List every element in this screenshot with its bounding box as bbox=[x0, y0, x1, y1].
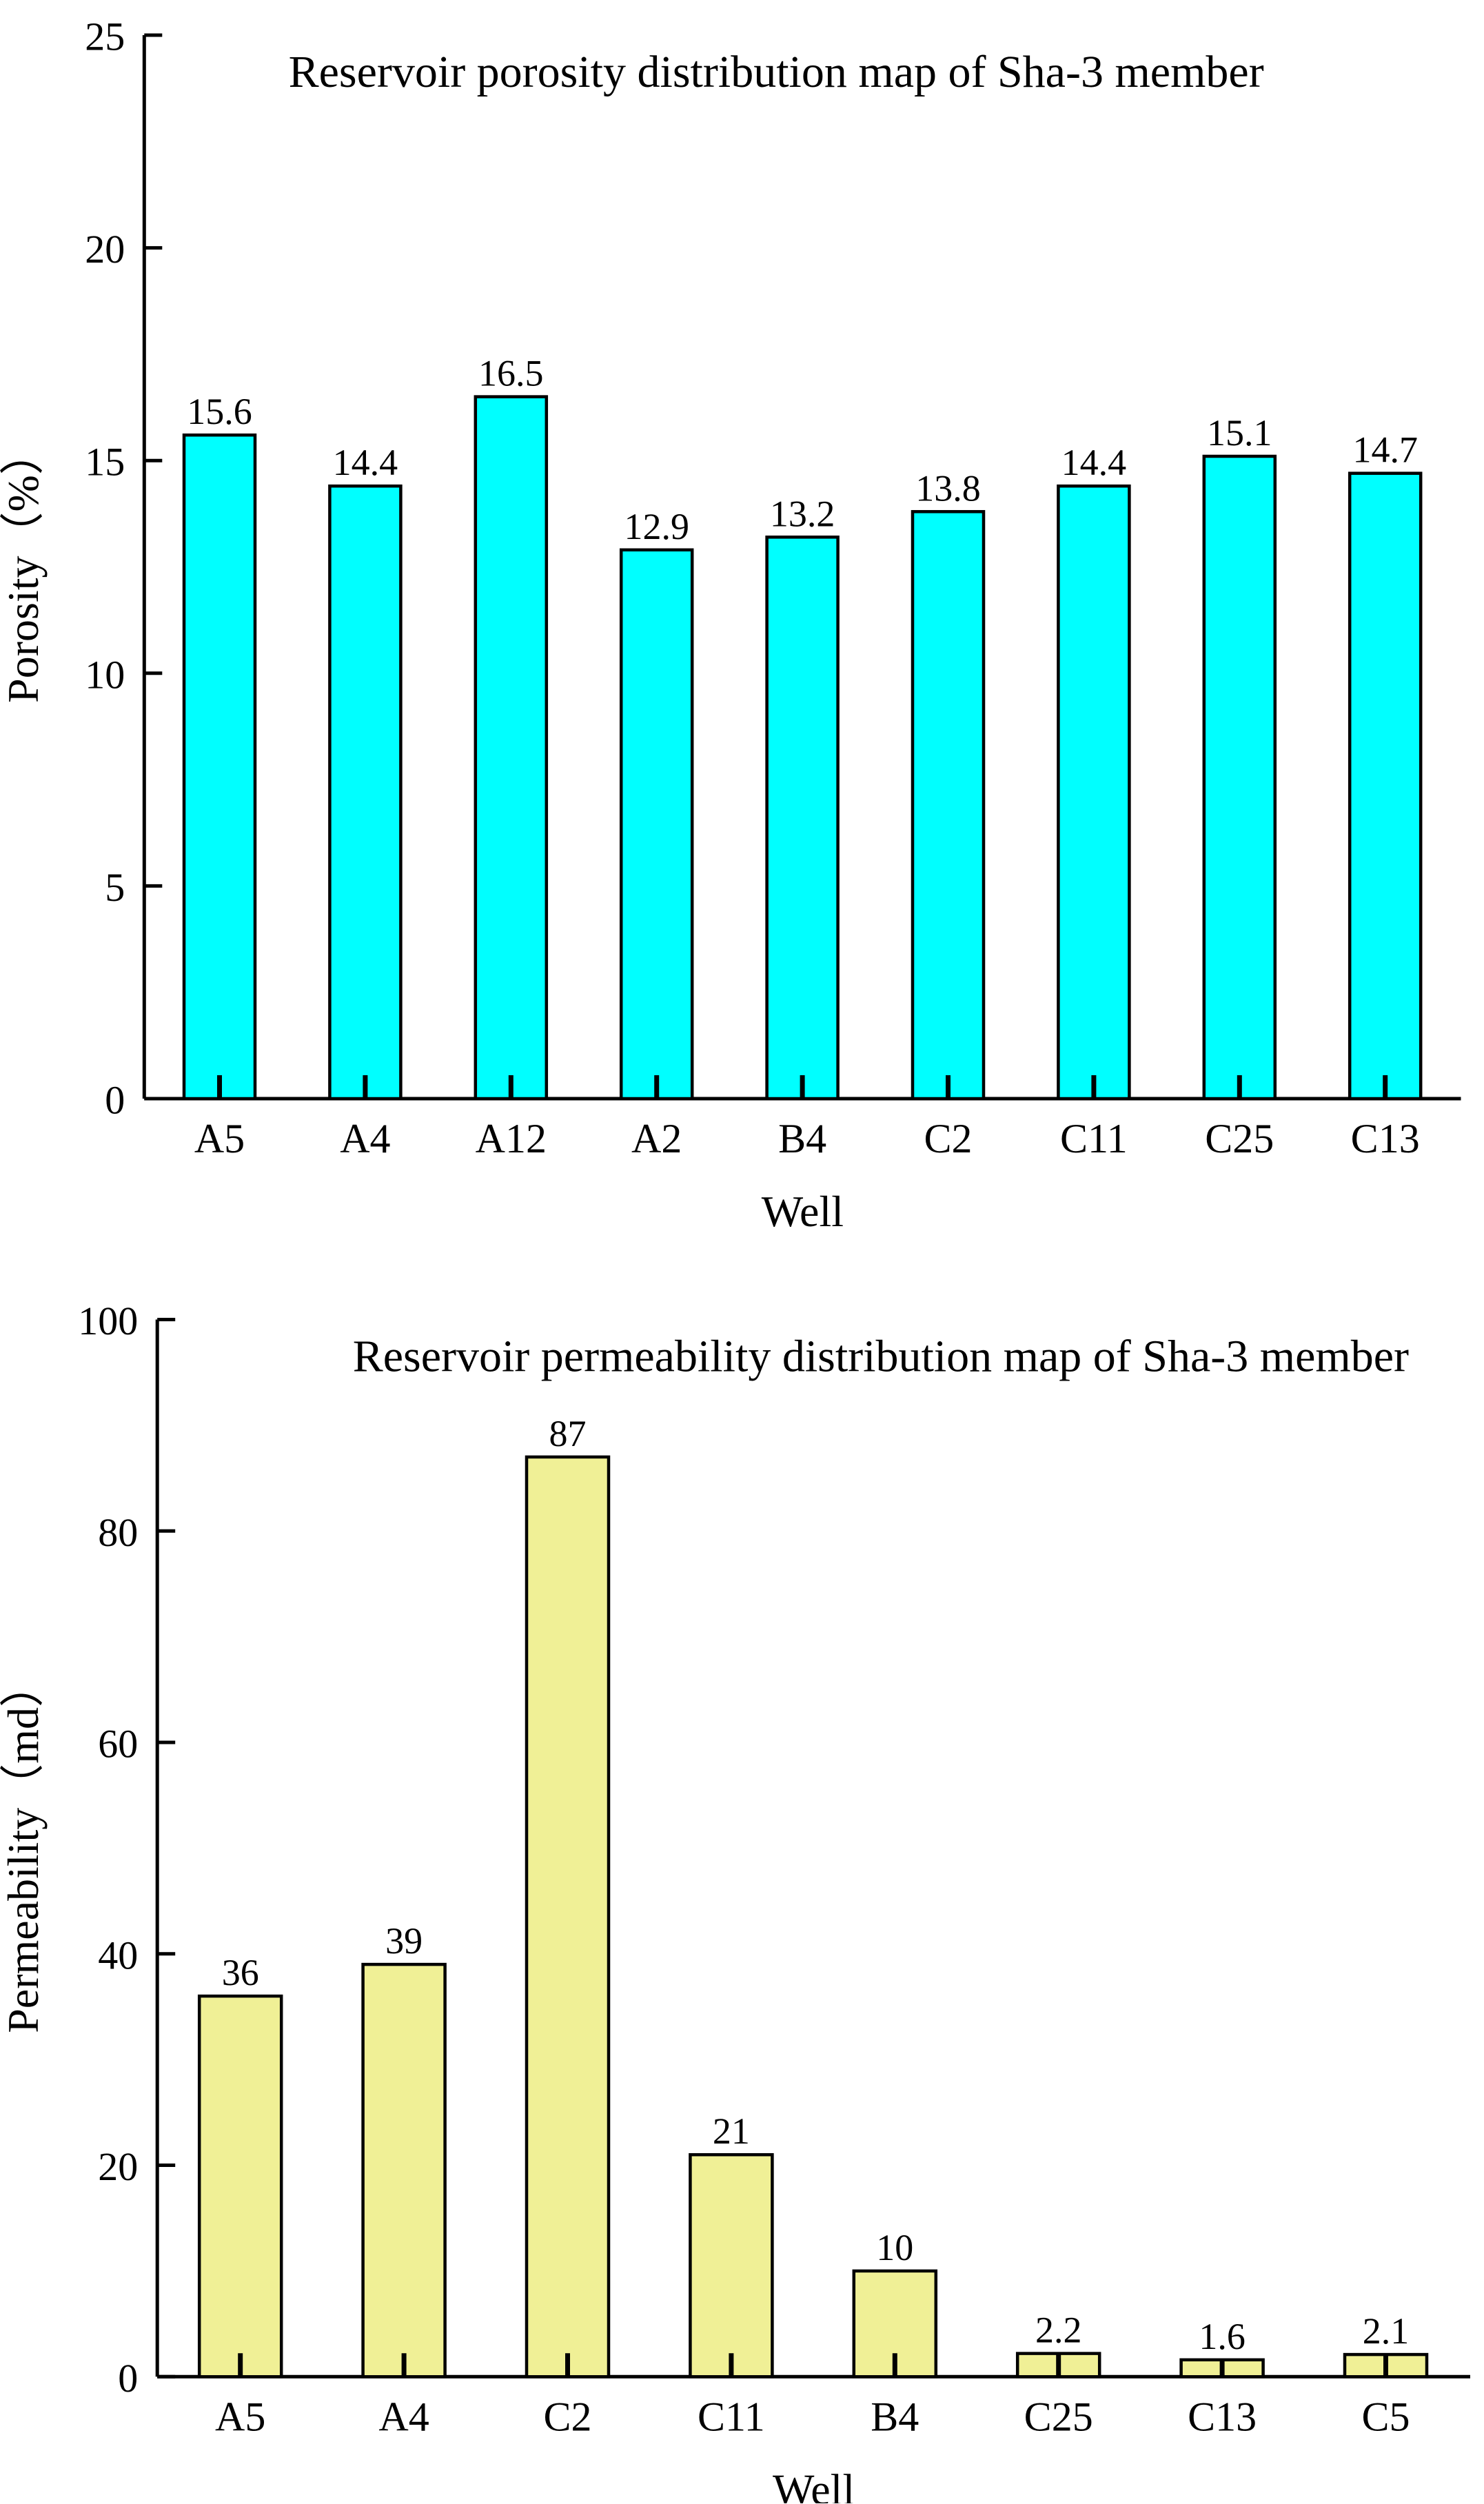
svg-text:87: 87 bbox=[549, 1413, 587, 1454]
svg-text:Reservoir porosity distributio: Reservoir porosity distribution map of S… bbox=[289, 47, 1264, 97]
svg-text:Porosity（%）: Porosity（%） bbox=[0, 431, 48, 703]
svg-text:36: 36 bbox=[222, 1952, 259, 1993]
svg-text:2.2: 2.2 bbox=[1035, 2310, 1082, 2351]
svg-text:2.1: 2.1 bbox=[1363, 2310, 1410, 2352]
svg-text:15.6: 15.6 bbox=[187, 391, 252, 432]
svg-text:C2: C2 bbox=[924, 1116, 972, 1161]
svg-text:B4: B4 bbox=[871, 2394, 919, 2439]
svg-text:Well: Well bbox=[762, 1187, 844, 1236]
svg-text:39: 39 bbox=[385, 1920, 423, 1962]
svg-text:C11: C11 bbox=[698, 2394, 765, 2439]
svg-text:14.4: 14.4 bbox=[333, 442, 398, 483]
svg-text:13.2: 13.2 bbox=[770, 493, 835, 534]
svg-text:A4: A4 bbox=[378, 2394, 429, 2439]
svg-text:5: 5 bbox=[105, 865, 125, 910]
svg-text:14.4: 14.4 bbox=[1061, 442, 1127, 483]
svg-text:12.9: 12.9 bbox=[624, 506, 689, 547]
svg-text:B4: B4 bbox=[778, 1116, 826, 1161]
svg-text:14.7: 14.7 bbox=[1352, 429, 1418, 471]
svg-text:1.6: 1.6 bbox=[1199, 2316, 1246, 2357]
svg-text:80: 80 bbox=[98, 1510, 138, 1555]
svg-text:16.5: 16.5 bbox=[478, 353, 544, 394]
svg-text:Reservoir permeability distrib: Reservoir permeability distribution map … bbox=[353, 1332, 1409, 1382]
svg-text:Well: Well bbox=[773, 2465, 855, 2503]
svg-text:A5: A5 bbox=[194, 1116, 245, 1161]
svg-text:A12: A12 bbox=[476, 1116, 547, 1161]
svg-text:40: 40 bbox=[98, 1933, 138, 1977]
svg-text:0: 0 bbox=[105, 1078, 125, 1123]
svg-text:C5: C5 bbox=[1361, 2394, 1410, 2439]
svg-text:Permeability（md）: Permeability（md） bbox=[0, 1663, 48, 2033]
svg-text:100: 100 bbox=[78, 1299, 138, 1343]
svg-text:C2: C2 bbox=[543, 2394, 591, 2439]
svg-text:25: 25 bbox=[85, 14, 125, 59]
svg-text:C13: C13 bbox=[1188, 2394, 1257, 2439]
svg-text:A2: A2 bbox=[631, 1116, 682, 1161]
svg-text:C25: C25 bbox=[1205, 1116, 1274, 1161]
svg-text:13.8: 13.8 bbox=[915, 467, 981, 509]
svg-text:C25: C25 bbox=[1024, 2394, 1093, 2439]
svg-text:10: 10 bbox=[85, 652, 125, 697]
svg-text:A4: A4 bbox=[340, 1116, 390, 1161]
svg-text:A5: A5 bbox=[215, 2394, 265, 2439]
svg-text:21: 21 bbox=[713, 2110, 750, 2152]
svg-text:20: 20 bbox=[98, 2144, 138, 2189]
svg-text:C13: C13 bbox=[1351, 1116, 1420, 1161]
svg-text:0: 0 bbox=[118, 2356, 138, 2401]
svg-text:15: 15 bbox=[85, 440, 125, 485]
svg-text:10: 10 bbox=[876, 2227, 913, 2268]
svg-text:60: 60 bbox=[98, 1722, 138, 1767]
svg-text:15.1: 15.1 bbox=[1207, 412, 1272, 454]
svg-text:20: 20 bbox=[85, 227, 125, 272]
svg-text:C11: C11 bbox=[1060, 1116, 1128, 1161]
